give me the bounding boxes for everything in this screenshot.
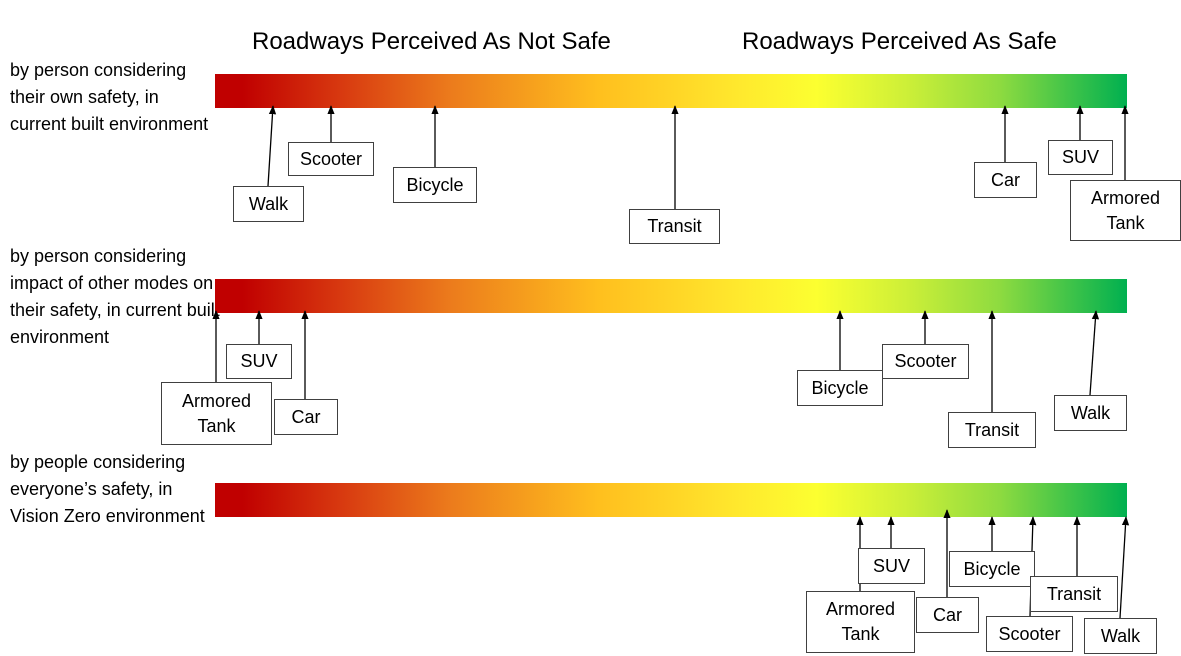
mode-box-armored-tank: Armored Tank [161,382,272,445]
mode-box-car: Car [916,597,979,633]
mode-box-walk: Walk [1054,395,1127,431]
header-not-safe: Roadways Perceived As Not Safe [252,28,611,55]
mode-box-walk: Walk [233,186,304,222]
mode-box-armored-tank: Armored Tank [1070,180,1181,241]
arrow-walk [267,105,277,187]
arrow-walk [1119,516,1130,619]
arrow-walk [1089,310,1100,396]
mode-box-suv: SUV [1048,140,1113,175]
header-safe: Roadways Perceived As Safe [742,28,1057,55]
mode-box-scooter: Scooter [882,344,969,379]
row-label-vision-zero: by people considering everyone’s safety,… [10,452,205,526]
mode-box-suv: SUV [858,548,925,584]
mode-box-bicycle: Bicycle [393,167,477,203]
mode-box-walk: Walk [1084,618,1157,654]
mode-box-transit: Transit [1030,576,1118,612]
mode-box-bicycle: Bicycle [797,370,883,406]
mode-box-car: Car [274,399,338,435]
safety-gradient-bar [215,279,1127,313]
mode-box-transit: Transit [629,209,720,244]
safety-gradient-bar [215,483,1127,517]
safety-gradient-bar [215,74,1127,108]
mode-box-car: Car [974,162,1037,198]
mode-box-scooter: Scooter [288,142,374,176]
mode-box-scooter: Scooter [986,616,1073,652]
mode-box-transit: Transit [948,412,1036,448]
mode-box-armored-tank: Armored Tank [806,591,915,653]
row-label-own-safety: by person considering their own safety, … [10,60,209,134]
mode-box-bicycle: Bicycle [949,551,1035,587]
mode-box-suv: SUV [226,344,292,379]
row-label-other-modes: by person considering impact of other mo… [10,246,220,347]
